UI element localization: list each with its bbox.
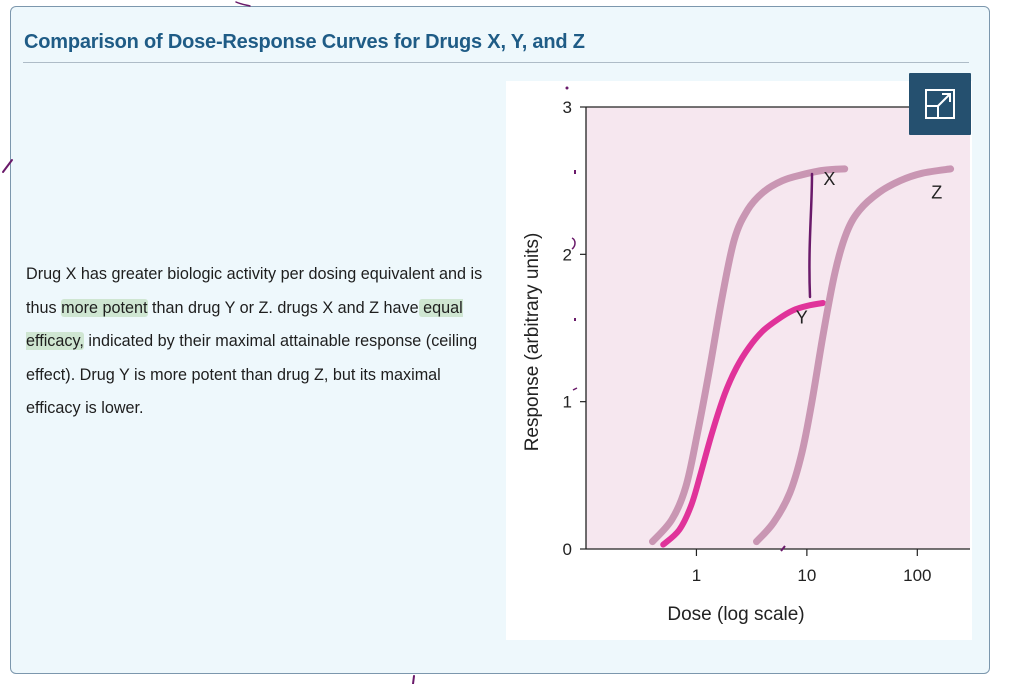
x-tick-label: 10	[797, 566, 816, 585]
y-tick-label: 2	[563, 245, 572, 264]
expand-icon	[925, 89, 955, 119]
title-divider	[23, 62, 969, 63]
curve-label-x: X	[823, 169, 835, 189]
curve-label-y: Y	[796, 308, 808, 328]
curve-x	[649, 165, 849, 546]
dose-response-figure: 0 1 2 3 1 10 100 Dose (log scale) Response (arbi…	[506, 81, 972, 640]
highlight-more-potent: more potent	[61, 298, 148, 317]
y-tick-label: 0	[563, 540, 572, 559]
y-axis-title: Response (arbitrary units)	[522, 233, 543, 452]
curve-y	[660, 300, 826, 548]
description-part3: indicated by their maximal attainable re…	[26, 332, 478, 417]
curve-label-z: Z	[931, 182, 942, 202]
figure-card: Comparison of Dose-Response Curves for D…	[10, 6, 990, 674]
dose-response-chart: 0 1 2 3 1 10 100 Dose (log scale) Response (arbi…	[522, 98, 970, 625]
y-tick-label: 3	[563, 98, 572, 117]
y-tick-label: 1	[563, 393, 572, 412]
x-tick-label: 1	[692, 566, 701, 585]
x-axis-title: Dose (log scale)	[667, 604, 804, 625]
expand-button[interactable]	[909, 73, 971, 135]
curve-z	[753, 165, 955, 546]
x-tick-label: 100	[903, 566, 931, 585]
card-title: Comparison of Dose-Response Curves for D…	[24, 31, 585, 53]
description-part2: than drug Y or Z. drugs X and Z have	[147, 298, 419, 317]
description-part1: Drug X has greater biologic activity per…	[26, 265, 483, 317]
description-text: Drug X has greater biologic activity per…	[26, 258, 496, 426]
